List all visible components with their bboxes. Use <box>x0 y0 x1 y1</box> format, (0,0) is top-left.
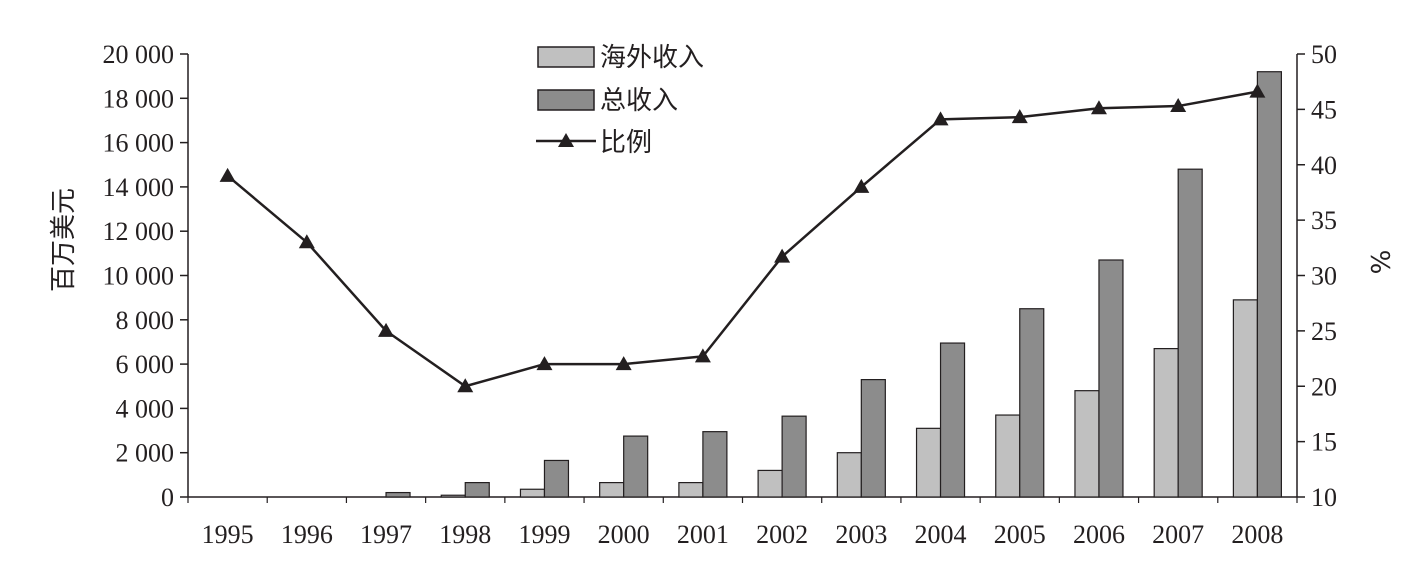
bar-total-revenue <box>1256 71 1282 498</box>
y-tick-label-right: 10 <box>1311 483 1337 512</box>
bar-overseas-revenue <box>599 482 625 498</box>
y-tick-label-left: 2 000 <box>116 439 175 468</box>
bar-overseas-revenue <box>1232 299 1258 498</box>
legend-label-ratio: 比例 <box>600 128 652 158</box>
ratio-point-marker <box>536 356 553 371</box>
x-tick-label: 2002 <box>756 520 808 549</box>
legend-label-total: 总收入 <box>600 86 678 116</box>
y-tick-label-left: 20 000 <box>103 40 175 69</box>
ratio-point-marker <box>694 348 711 363</box>
bar-overseas-revenue <box>519 488 546 498</box>
bar-total-revenue <box>939 342 966 498</box>
y-tick-label-left: 18 000 <box>103 84 175 113</box>
y-tick-label-left: 16 000 <box>103 129 175 158</box>
legend-marker-ratio <box>558 133 574 147</box>
legend-swatch-overseas <box>537 46 595 68</box>
x-tick-label: 2007 <box>1152 520 1204 549</box>
ratio-line-series <box>219 83 1266 393</box>
y-axis-title-left: 百万美元 <box>49 188 79 292</box>
y-tick-label-right: 50 <box>1311 40 1337 69</box>
x-tick-label: 2005 <box>994 520 1046 549</box>
bar-overseas-revenue <box>678 482 704 498</box>
y-tick-label-right: 30 <box>1311 262 1337 291</box>
y-tick-label-right: 35 <box>1311 206 1337 235</box>
bars <box>385 71 1282 498</box>
x-tick-label: 1998 <box>439 520 491 549</box>
y-tick-label-left: 4 000 <box>116 394 175 423</box>
bar-total-revenue <box>781 415 807 498</box>
legend-swatch-total <box>537 89 595 111</box>
bar-total-revenue <box>1177 168 1203 498</box>
bar-total-revenue <box>623 435 649 498</box>
ratio-point-marker <box>298 234 315 249</box>
ratio-point-marker <box>1170 98 1187 113</box>
y-tick-label-left: 0 <box>161 483 174 512</box>
bar-overseas-revenue <box>440 494 466 498</box>
axes <box>180 53 1305 503</box>
x-tick-label: 2000 <box>598 520 650 549</box>
bar-overseas-revenue <box>836 452 862 498</box>
x-tick-label: 2006 <box>1073 520 1125 549</box>
bar-overseas-revenue <box>1074 390 1100 498</box>
ratio-point-marker <box>378 322 395 337</box>
y-tick-label-right: 25 <box>1311 317 1337 346</box>
bar-total-revenue <box>1019 308 1045 498</box>
y-tick-label-right: 40 <box>1311 151 1337 180</box>
ratio-point-marker <box>1249 83 1266 98</box>
y-tick-label-left: 10 000 <box>103 262 175 291</box>
y-tick-label-left: 6 000 <box>116 350 175 379</box>
ratio-point-marker <box>853 178 870 193</box>
ratio-point-marker <box>1090 100 1107 115</box>
ratio-point-marker <box>1011 109 1028 124</box>
ratio-point-marker <box>219 167 236 182</box>
x-tick-label: 1997 <box>360 520 412 549</box>
bar-total-revenue <box>385 491 411 498</box>
bar-total-revenue <box>543 459 570 498</box>
legend-label-overseas: 海外收入 <box>600 43 704 73</box>
ratio-point-marker <box>774 248 791 263</box>
bar-overseas-revenue <box>995 414 1021 498</box>
bar-total-revenue <box>464 482 490 498</box>
x-tick-label: 2004 <box>915 520 967 549</box>
y-tick-label-left: 14 000 <box>103 173 175 202</box>
x-tick-label: 1999 <box>518 520 570 549</box>
ratio-point-marker <box>457 378 474 393</box>
bar-overseas-revenue <box>757 469 783 498</box>
tick-labels: 0 2 000 4 000 6 000 8 000 10 000 12 000 14 000 1… <box>103 40 1338 549</box>
bar-overseas-revenue <box>915 427 942 498</box>
y-tick-label-left: 8 000 <box>116 306 175 335</box>
bar-overseas-revenue <box>1153 347 1179 498</box>
x-tick-label: 2001 <box>677 520 729 549</box>
bar-total-revenue <box>860 379 886 498</box>
y-tick-label-right: 20 <box>1311 372 1337 401</box>
y-tick-label-left: 12 000 <box>103 217 175 246</box>
y-axis-title-right: % <box>1367 250 1397 275</box>
legend: 海外收入 总收入 比例 <box>536 43 704 158</box>
ratio-line <box>226 90 1258 388</box>
y-tick-label-right: 45 <box>1311 95 1337 124</box>
bar-total-revenue <box>702 431 728 498</box>
y-tick-label-right: 15 <box>1311 428 1337 457</box>
x-tick-label: 1995 <box>202 520 254 549</box>
ratio-point-marker <box>932 111 949 126</box>
x-tick-label: 1996 <box>281 520 333 549</box>
x-tick-label: 2008 <box>1231 520 1283 549</box>
ratio-point-marker <box>615 356 632 371</box>
x-tick-label: 2003 <box>835 520 887 549</box>
bar-total-revenue <box>1098 259 1124 498</box>
